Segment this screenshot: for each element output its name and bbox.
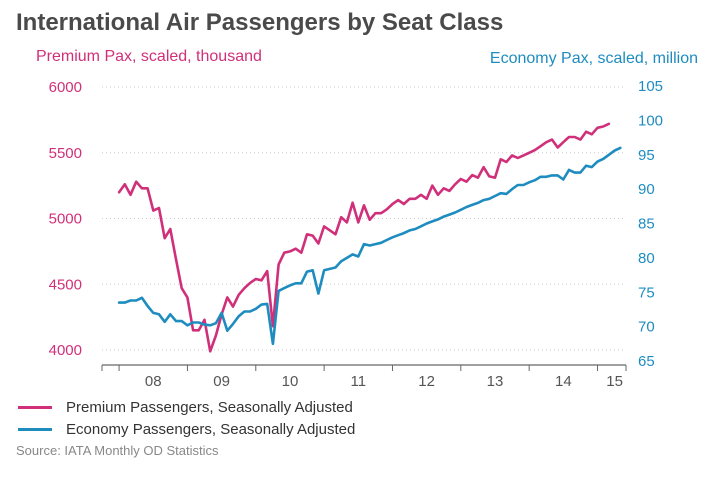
right-axis-label: Economy Pax, scaled, million [489,50,698,67]
right-tick-label: 100 [638,112,663,129]
x-tick-label: 13 [487,373,504,390]
x-tick-label: 10 [282,373,299,390]
legend-label-premium: Premium Passengers, Seasonally Adjusted [66,398,353,416]
right-tick-label: 95 [638,147,655,164]
left-tick-label: 4500 [49,276,82,293]
left-tick-label: 5000 [49,211,82,228]
right-tick-label: 65 [638,353,655,370]
chart-title: International Air Passengers by Seat Cla… [16,9,504,36]
right-tick-label: 70 [638,319,655,336]
left-tick-label: 4000 [49,342,82,359]
x-tick-label: 09 [213,373,230,390]
right-tick-label: 85 [638,216,655,233]
legend-swatch-premium [18,405,52,409]
legend: Premium Passengers, Seasonally Adjusted … [18,396,355,440]
series-line-premium [117,122,611,353]
legend-item-economy: Economy Passengers, Seasonally Adjusted [18,418,355,440]
right-tick-label: 80 [638,250,655,267]
x-tick-label: 15 [606,373,623,390]
right-tick-label: 75 [638,284,655,301]
left-tick-label: 5500 [49,145,82,162]
source-note: Source: IATA Monthly OD Statistics [16,443,219,458]
legend-swatch-economy [18,427,52,431]
legend-item-premium: Premium Passengers, Seasonally Adjusted [18,396,355,418]
x-tick-label: 08 [145,373,162,390]
right-tick-label: 90 [638,181,655,198]
legend-label-economy: Economy Passengers, Seasonally Adjusted [66,420,356,438]
x-tick-label: 11 [351,373,367,390]
left-axis-label: Premium Pax, scaled, thousand [36,48,262,65]
series-line-economy [117,146,622,346]
left-tick-label: 6000 [49,79,82,96]
x-tick-label: 12 [418,373,435,390]
x-tick-label: 14 [555,373,572,390]
right-tick-label: 105 [638,78,663,95]
